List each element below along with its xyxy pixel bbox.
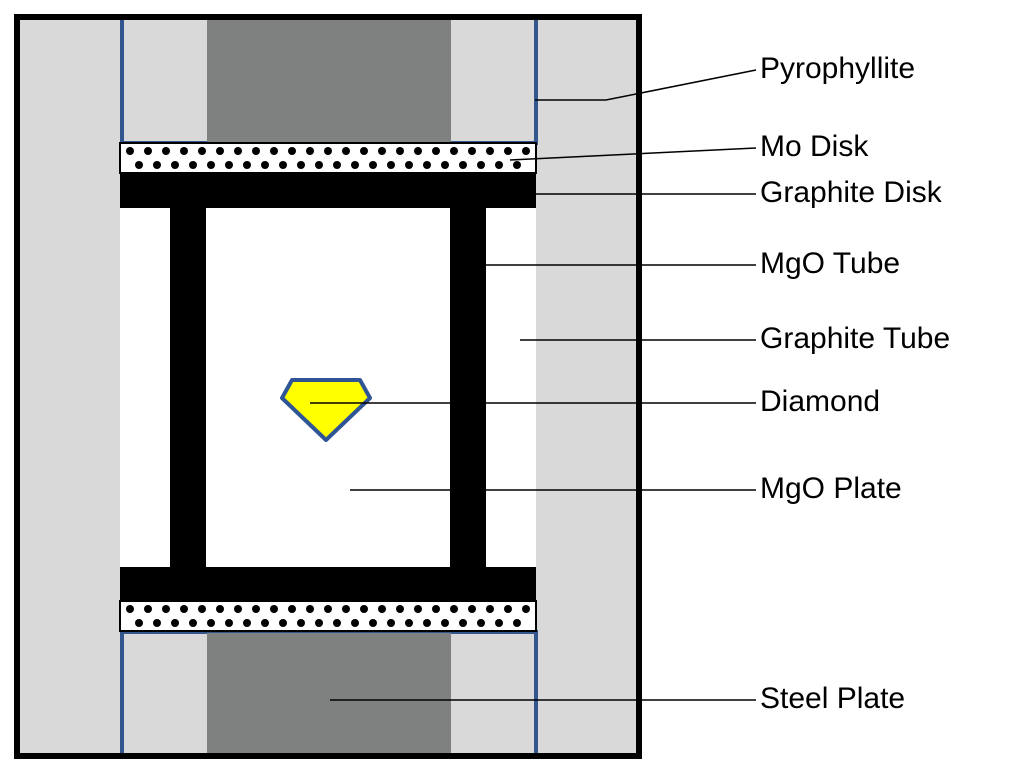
pyrophyllite-label: Pyrophyllite	[760, 52, 915, 85]
graphite-disk-top	[120, 174, 536, 208]
graphite_disk-label: Graphite Disk	[760, 176, 943, 209]
mo-disk-top	[120, 143, 536, 173]
mo-disk-bottom	[120, 601, 536, 631]
mgo-tube-left	[120, 208, 170, 567]
graphite-tube-right	[450, 208, 486, 567]
mgo_tube-label: MgO Tube	[760, 247, 900, 280]
graphite_tube-label: Graphite Tube	[760, 322, 950, 355]
steel-plate-top	[207, 14, 451, 142]
graphite-tube-left	[170, 208, 206, 567]
graphite-disk-bottom	[120, 567, 536, 601]
mgo-tube-right	[486, 208, 536, 567]
mo_disk-label: Mo Disk	[760, 130, 869, 163]
cross-section-diagram: Pyrophyllite Mo Disk Graphite Disk MgO Tube…	[0, 0, 1024, 772]
steel_plate-label: Steel Plate	[760, 682, 905, 715]
diamond-label: Diamond	[760, 385, 880, 418]
steel-plate-bottom	[207, 633, 451, 759]
mgo_plate-label: MgO Plate	[760, 472, 902, 505]
